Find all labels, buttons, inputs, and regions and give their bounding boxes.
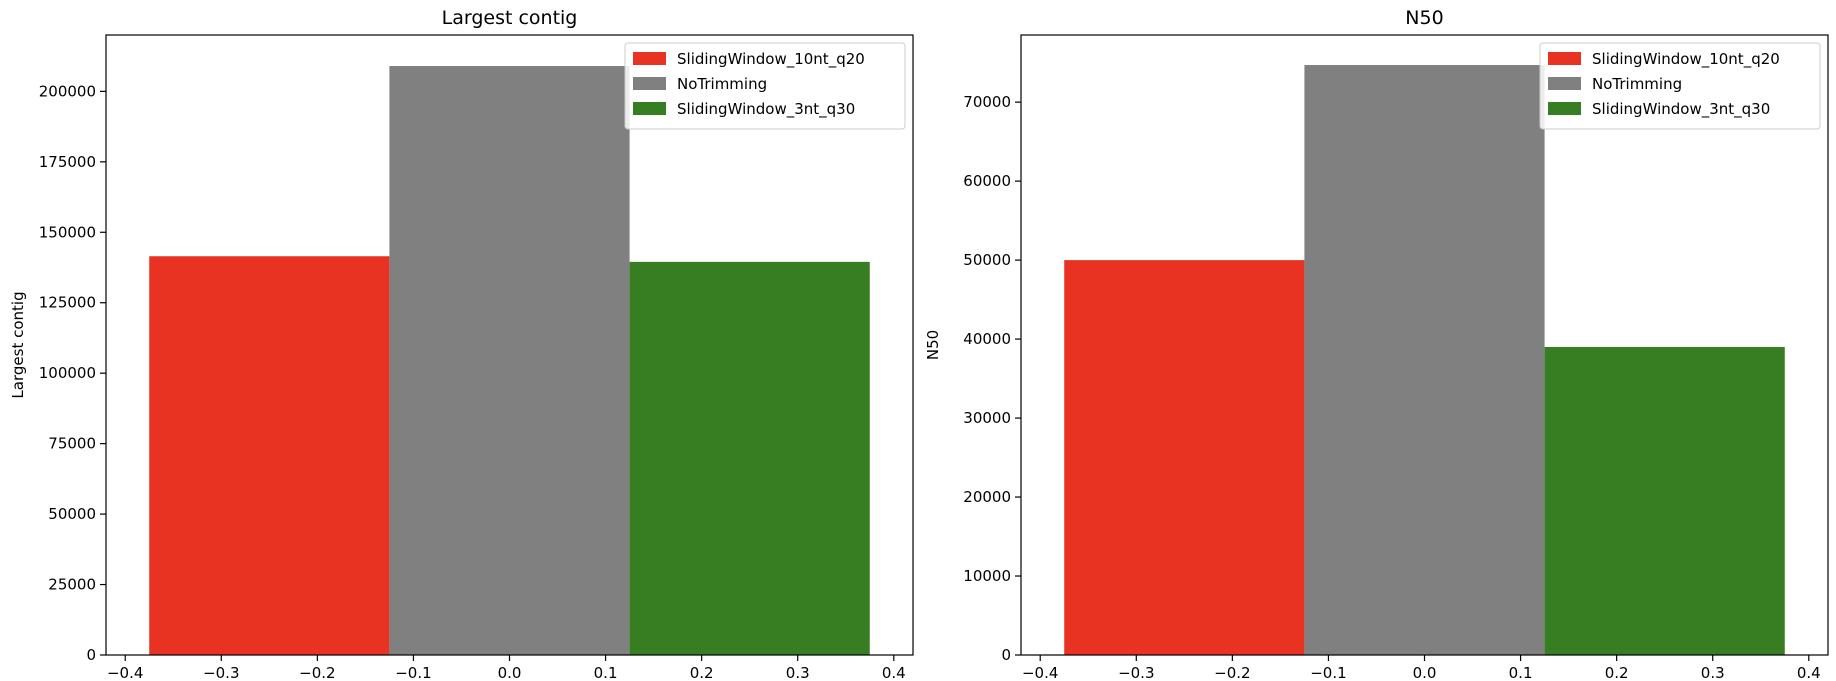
chart-panel-1: −0.4 −0.3 −0.2 −0.1 0.0 0.1 0.2 0.3 0.4 0 25000 500… [9,7,914,681]
legend-swatch [633,52,666,65]
legend-swatch [1548,52,1581,65]
x-tick-label: −0.2 [299,664,335,681]
legend-swatch [633,102,666,115]
bar-2 [389,66,630,655]
chart-panel-2: −0.4 −0.3 −0.2 −0.1 0.0 0.1 0.2 0.3 0.4 0 10000 200… [924,7,1829,681]
legend-box [1539,42,1821,130]
y-tick-label: 100000 [39,364,96,382]
legend: SlidingWindow_10nt_q20 NoTrimming SlidingW… [624,42,906,130]
y-tick-label: 20000 [963,488,1011,506]
x-tick-label: −0.3 [203,664,239,681]
y-tick-label: 75000 [48,435,96,453]
x-tick-label: −0.3 [1118,664,1154,681]
legend-label: SlidingWindow_3nt_q30 [677,100,855,119]
chart-title: N50 [1405,7,1443,29]
x-tick-label: 0.0 [1413,664,1437,681]
x-tick-label: 0.4 [1797,664,1821,681]
x-tick-label: −0.4 [107,664,143,681]
legend-label: SlidingWindow_10nt_q20 [677,50,865,69]
y-tick-label: 50000 [963,251,1011,269]
y-tick-label: 60000 [963,172,1011,190]
x-tick-label: 0.3 [1701,664,1725,681]
y-tick-label: 200000 [39,82,96,100]
legend-label: SlidingWindow_3nt_q30 [1592,100,1770,119]
y-tick-label: 175000 [39,153,96,171]
legend-swatch [633,77,666,90]
bar-1 [1064,260,1305,655]
x-tick-label: −0.1 [1310,664,1346,681]
bar-2 [1304,65,1545,655]
legend-label: NoTrimming [1592,75,1682,93]
x-tick-label: −0.1 [395,664,431,681]
x-tick-label: 0.1 [594,664,618,681]
y-axis-label: N50 [924,330,942,360]
y-tick-label: 50000 [48,505,96,523]
x-tick-label: 0.0 [498,664,522,681]
x-tick-label: 0.3 [786,664,810,681]
y-tick-label: 40000 [963,330,1011,348]
legend-label: SlidingWindow_10nt_q20 [1592,50,1780,69]
bar-1 [149,256,390,655]
x-tick-label: −0.4 [1022,664,1058,681]
legend: SlidingWindow_10nt_q20 NoTrimming SlidingW… [1539,42,1821,130]
x-tick-label: 0.1 [1509,664,1533,681]
y-tick-label: 10000 [963,567,1011,585]
y-tick-label: 0 [1001,646,1011,664]
x-tick-label: −0.2 [1214,664,1250,681]
y-tick-label: 150000 [39,223,96,241]
legend-swatch [1548,77,1581,90]
bar-3 [1544,346,1785,655]
legend-label: NoTrimming [677,75,767,93]
bar-3 [629,261,870,655]
x-tick-label: 0.4 [882,664,906,681]
y-tick-label: 0 [86,646,96,664]
y-axis-label: Largest contig [9,291,27,398]
legend-box [624,42,906,130]
legend-swatch [1548,102,1581,115]
y-tick-label: 25000 [48,576,96,594]
x-tick-label: 0.2 [1605,664,1629,681]
y-tick-label: 70000 [963,93,1011,111]
y-tick-label: 30000 [963,409,1011,427]
x-tick-label: 0.2 [690,664,714,681]
chart-title: Largest contig [442,7,578,29]
y-tick-label: 125000 [39,294,96,312]
